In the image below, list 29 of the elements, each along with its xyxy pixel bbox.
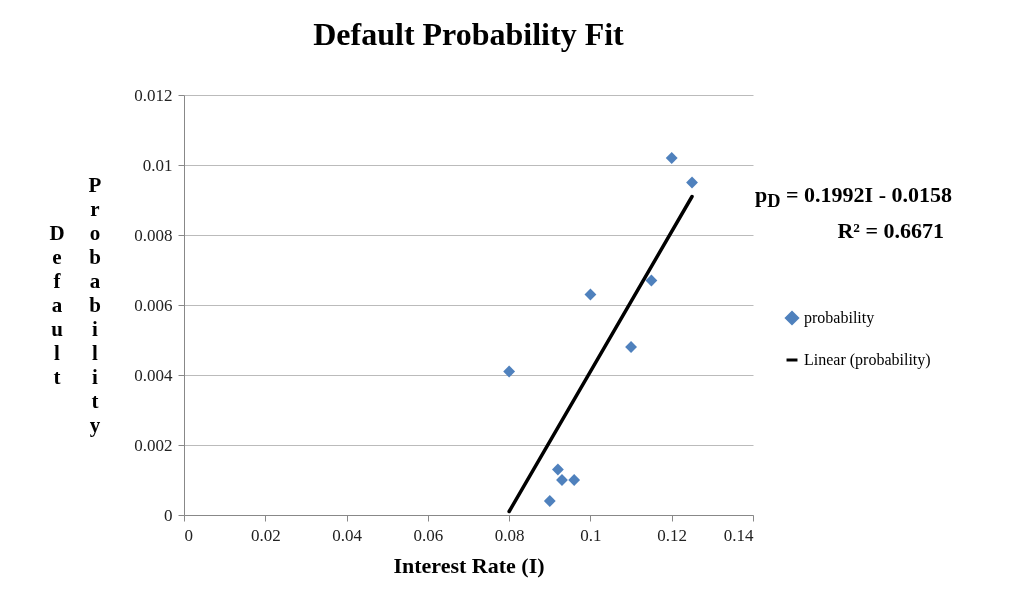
point <box>665 152 678 164</box>
point <box>686 176 698 189</box>
x-axis-title: Interest Rate (I) <box>393 552 545 578</box>
point <box>645 274 658 287</box>
legend-label: probability <box>804 309 875 327</box>
x-tick-label: 0.02 <box>250 525 281 545</box>
point <box>543 495 556 507</box>
y-axis-title: Default Probability <box>44 172 108 439</box>
y-tick-label: 0 <box>164 505 173 525</box>
point <box>552 463 564 476</box>
x-tick-label: 0.1 <box>580 525 602 545</box>
chart-title: Default Probability Fit <box>313 16 625 52</box>
x-tick-label: 0.06 <box>413 525 444 545</box>
text: R² = 0.6671 <box>836 217 945 246</box>
y-tick-label: 0.01 <box>142 155 173 175</box>
y-tick-label: 0.012 <box>134 85 173 105</box>
y-tick-label: 0.008 <box>134 225 173 245</box>
y-tick-label: 0.004 <box>134 365 173 385</box>
legend-label: Linear (probability) <box>804 351 931 369</box>
x-tick-label: 0 <box>184 525 193 545</box>
x-tick-label: 0.12 <box>657 525 688 545</box>
x-tick-label: 0.04 <box>332 525 363 545</box>
y-tick-label: 0.002 <box>134 435 173 455</box>
text: p$_{D}$ = 0.1992I - 0.0158 <box>754 181 952 214</box>
y-tick-label: 0.006 <box>134 295 173 315</box>
x-tick-label: 0.14 <box>723 525 754 545</box>
point <box>568 474 581 486</box>
x-tick-label: 0.08 <box>494 525 525 545</box>
point <box>503 365 516 378</box>
